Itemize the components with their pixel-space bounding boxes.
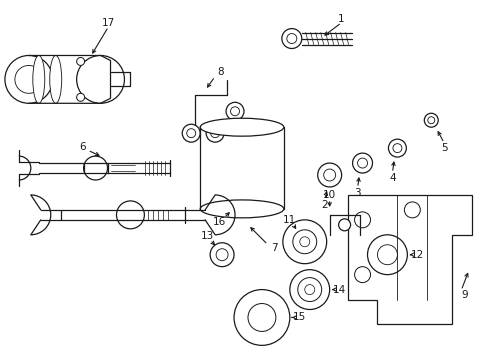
Ellipse shape: [200, 200, 283, 218]
Ellipse shape: [200, 118, 283, 136]
Circle shape: [230, 107, 239, 116]
Circle shape: [387, 139, 406, 157]
Circle shape: [286, 33, 296, 44]
Circle shape: [404, 202, 420, 218]
Circle shape: [77, 55, 124, 103]
Circle shape: [323, 169, 335, 181]
Circle shape: [352, 153, 372, 173]
Text: 13: 13: [200, 231, 213, 241]
Ellipse shape: [50, 55, 61, 103]
Circle shape: [234, 289, 289, 345]
Text: 9: 9: [461, 289, 468, 300]
Circle shape: [225, 102, 244, 120]
Circle shape: [367, 235, 407, 275]
Circle shape: [354, 212, 370, 228]
Ellipse shape: [33, 55, 45, 103]
Circle shape: [15, 66, 42, 93]
Text: 6: 6: [79, 142, 86, 152]
Text: 15: 15: [293, 312, 306, 323]
Circle shape: [5, 55, 53, 103]
Circle shape: [186, 129, 195, 138]
Text: 17: 17: [102, 18, 115, 28]
Circle shape: [210, 243, 234, 267]
Text: 11: 11: [283, 215, 296, 225]
Circle shape: [424, 113, 437, 127]
Circle shape: [83, 156, 107, 180]
Circle shape: [281, 28, 301, 49]
Text: 5: 5: [440, 143, 447, 153]
Text: 3: 3: [353, 188, 360, 198]
Circle shape: [77, 93, 84, 101]
Text: 1: 1: [338, 14, 344, 24]
Circle shape: [297, 278, 321, 302]
Circle shape: [354, 267, 370, 283]
Text: 2: 2: [321, 200, 327, 210]
Circle shape: [282, 220, 326, 264]
Text: 14: 14: [332, 284, 346, 294]
Circle shape: [292, 230, 316, 254]
Circle shape: [116, 201, 144, 229]
Text: 4: 4: [388, 173, 395, 183]
Circle shape: [289, 270, 329, 310]
Circle shape: [210, 129, 219, 138]
Text: 7: 7: [271, 243, 278, 253]
Circle shape: [216, 249, 227, 261]
Circle shape: [357, 158, 367, 168]
Circle shape: [182, 124, 200, 142]
Circle shape: [317, 163, 341, 187]
Circle shape: [392, 144, 401, 153]
Circle shape: [304, 285, 314, 294]
Text: 8: 8: [216, 67, 223, 77]
Circle shape: [299, 237, 309, 247]
Polygon shape: [347, 195, 471, 324]
Text: 10: 10: [323, 190, 336, 200]
Circle shape: [338, 219, 350, 231]
Circle shape: [77, 58, 84, 66]
Circle shape: [377, 245, 397, 265]
Text: 16: 16: [212, 217, 225, 227]
Text: 12: 12: [410, 250, 423, 260]
Circle shape: [206, 124, 224, 142]
Circle shape: [247, 303, 275, 332]
Circle shape: [427, 117, 434, 124]
